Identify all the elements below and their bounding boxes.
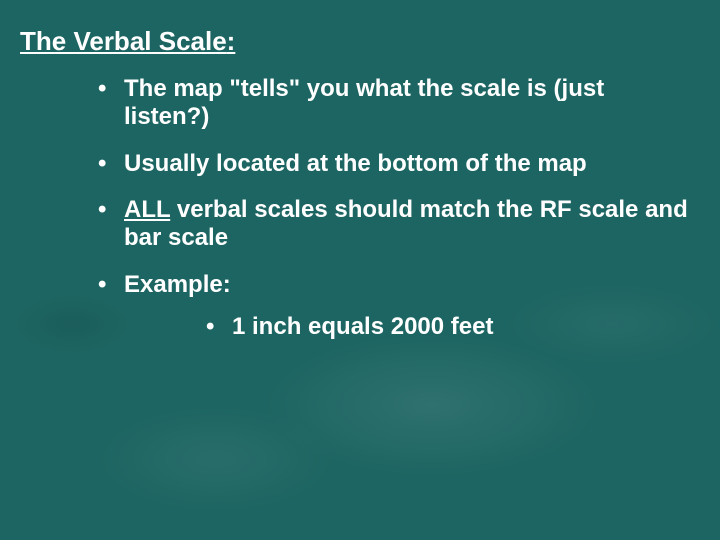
- bullet-list: The map "tells" you what the scale is (j…: [98, 75, 700, 341]
- bullet-underlined-prefix: ALL: [124, 196, 170, 223]
- list-item: Example: 1 inch equals 2000 feet: [98, 271, 700, 342]
- list-item: The map "tells" you what the scale is (j…: [98, 75, 700, 132]
- bullet-text: 1 inch equals 2000 feet: [232, 313, 493, 340]
- list-item: ALL verbal scales should match the RF sc…: [98, 196, 700, 253]
- list-item: 1 inch equals 2000 feet: [206, 313, 690, 341]
- bullet-text: Usually located at the bottom of the map: [124, 150, 587, 177]
- slide-title: The Verbal Scale:: [20, 26, 700, 57]
- bullet-text: The map "tells" you what the scale is (j…: [124, 75, 604, 130]
- title-colon: :: [227, 26, 236, 56]
- title-underlined: The Verbal Scale: [20, 26, 227, 56]
- bullet-text: verbal scales should match the RF scale …: [124, 196, 688, 251]
- bullet-text: Example:: [124, 271, 231, 298]
- list-item: Usually located at the bottom of the map: [98, 150, 700, 178]
- sub-bullet-list: 1 inch equals 2000 feet: [206, 313, 690, 341]
- slide-content: The Verbal Scale: The map "tells" you wh…: [0, 0, 720, 341]
